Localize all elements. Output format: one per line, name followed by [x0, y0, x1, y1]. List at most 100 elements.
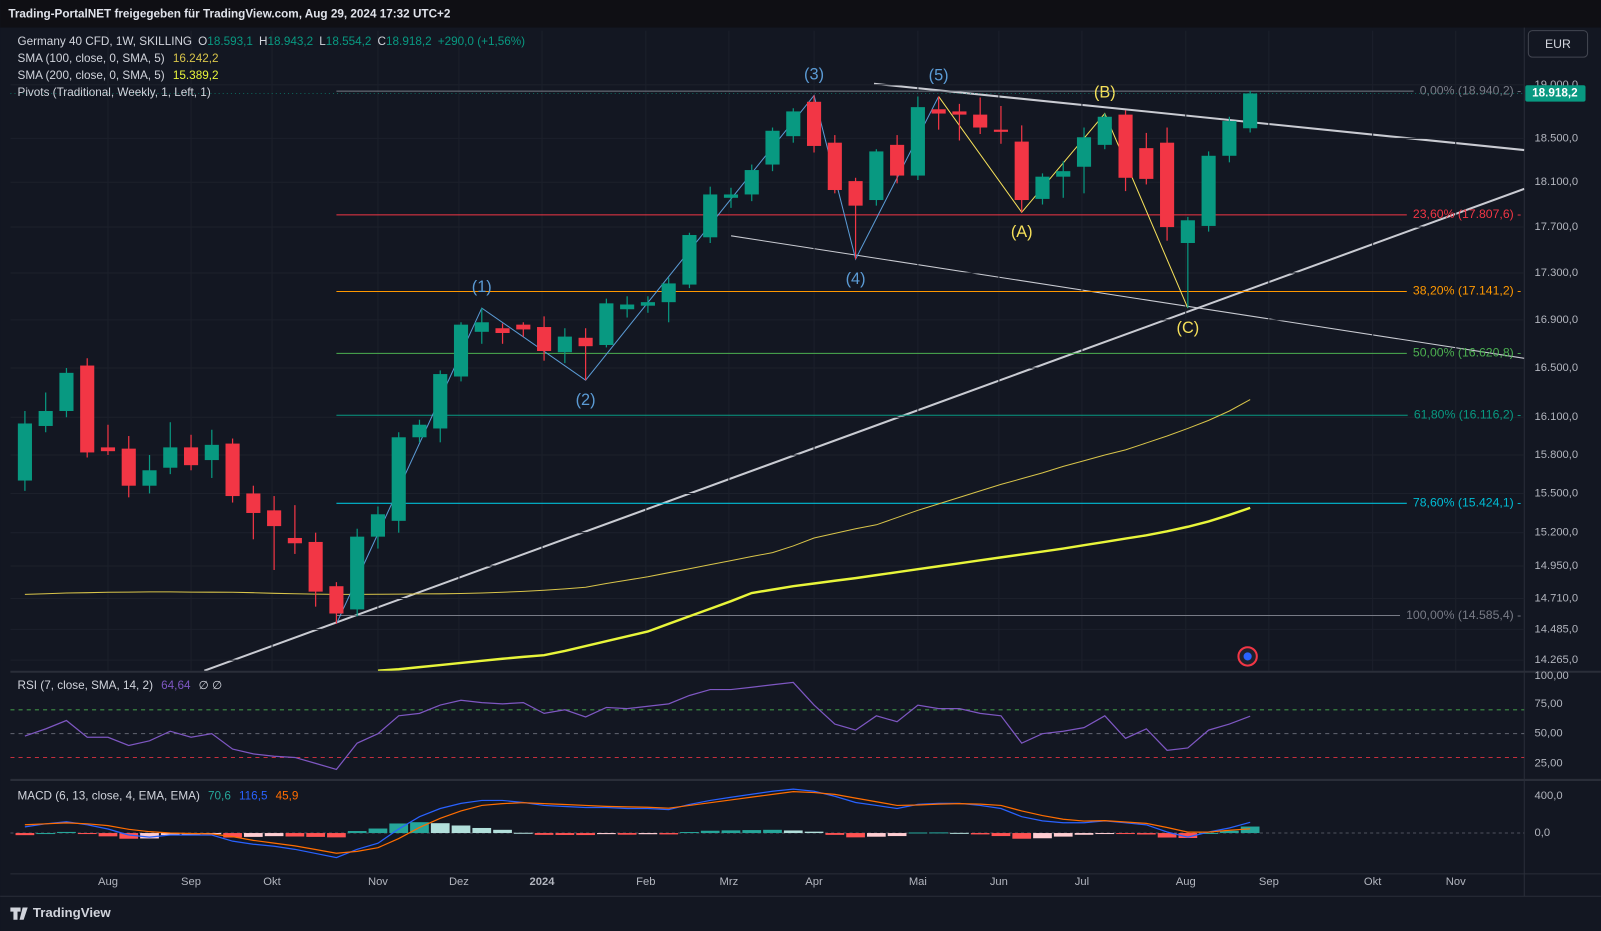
- macd-histogram-bar: [804, 831, 824, 834]
- overlay: 19.000,018.500,018.100,017.700,017.300,0…: [10, 35, 1586, 888]
- x-tick-label: Nov: [1446, 876, 1466, 888]
- candle-body: [1180, 220, 1195, 244]
- legend-part: MACD (6, 13, close, 4, EMA, EMA): [18, 789, 200, 802]
- fib-label: 38,20% (17.141,2) -: [1413, 284, 1521, 298]
- candle-body: [246, 493, 261, 513]
- legend: Germany 40 CFD, 1W, SKILLING O18.593,1 H18…: [18, 35, 526, 48]
- rsi-tick-label: 100,00: [1534, 670, 1568, 682]
- macd-histogram-bar: [1033, 833, 1052, 839]
- macd-histogram-bar: [243, 833, 263, 837]
- x-tick-label: Jul: [1075, 876, 1089, 888]
- candle-body: [516, 324, 531, 330]
- candle-body: [1056, 171, 1071, 177]
- rsi-tick-label: 75,00: [1534, 698, 1562, 710]
- candle-body: [973, 114, 988, 128]
- macd-histogram-bar: [1053, 833, 1073, 837]
- y-tick-label: 16.900,0: [1534, 314, 1578, 326]
- candle-body: [163, 447, 178, 468]
- currency-button[interactable]: [1527, 30, 1589, 58]
- fib-label: 0,00% (18.940,2) -: [1420, 83, 1521, 97]
- candle-body: [204, 444, 219, 461]
- trend-line: [873, 82, 1525, 152]
- x-tick-label: Sep: [181, 876, 201, 888]
- macd-histogram-bar: [721, 830, 741, 834]
- y-tick-label: 17.300,0: [1534, 267, 1578, 279]
- last-price-box: [1525, 85, 1586, 102]
- candle-body: [80, 365, 95, 453]
- macd-histogram-bar: [389, 823, 409, 834]
- macd-histogram-bar: [327, 833, 346, 838]
- candle-body: [474, 322, 489, 332]
- candle-body: [620, 304, 635, 310]
- macd-histogram-bar: [1220, 830, 1239, 834]
- x-tick-label: Mai: [909, 876, 927, 888]
- x-tick-label: Apr: [805, 876, 823, 888]
- wave-label: (4): [846, 270, 866, 288]
- x-tick-label: Feb: [636, 876, 655, 888]
- candle-body: [329, 586, 344, 614]
- candle-body: [433, 374, 448, 429]
- candle-body: [412, 424, 427, 438]
- macd-histogram-bar: [597, 833, 616, 835]
- x-tick-label: Dez: [449, 876, 469, 888]
- candle-body: [1139, 148, 1154, 179]
- legend: SMA (100, close, 0, SMA, 5) 16.242,2: [18, 52, 219, 65]
- candle-body: [786, 111, 801, 137]
- candle-body: [308, 541, 323, 592]
- macd-histogram-bar: [950, 832, 969, 834]
- candle-body: [682, 235, 697, 285]
- currency-label[interactable]: EUR: [1545, 37, 1571, 51]
- candle-body: [640, 302, 655, 306]
- candle-body: [1014, 141, 1029, 201]
- candle-body: [391, 437, 406, 521]
- candle-body: [869, 151, 884, 201]
- rsi-line: [24, 681, 1251, 771]
- legend-part: SMA (100, close, 0, SMA, 5): [18, 52, 165, 65]
- candle-body: [267, 510, 282, 527]
- macd-histogram-bar: [1136, 833, 1156, 835]
- legend-part: 64,64: [161, 679, 191, 692]
- y-tick-label: 16.500,0: [1534, 362, 1578, 374]
- macd-histogram-bar: [1240, 826, 1260, 834]
- x-tick-label: 2024: [530, 876, 556, 888]
- macd-histogram-bar: [617, 833, 637, 835]
- candle-body: [827, 142, 842, 190]
- macd-histogram-bar: [1074, 833, 1094, 835]
- macd-line: [24, 788, 1251, 859]
- candle-body: [121, 448, 136, 486]
- fib-label: 23,60% (17.807,6) -: [1413, 207, 1521, 221]
- macd-histogram-bar: [638, 833, 658, 835]
- macd-histogram-bar: [57, 831, 76, 834]
- macd-histogram-bar: [285, 833, 305, 837]
- candle-body: [557, 336, 572, 353]
- macd-histogram-bar: [783, 830, 803, 834]
- macd-histogram-bar: [1199, 832, 1218, 834]
- fib-label: 100,00% (14.585,4) -: [1406, 608, 1521, 622]
- macd-histogram-bar: [659, 833, 679, 835]
- candle-body: [744, 170, 759, 195]
- y-tick-label: 17.700,0: [1534, 221, 1578, 233]
- legend-part: 18.943,2: [268, 35, 314, 48]
- macd-histogram-bar: [846, 833, 865, 838]
- macd-histogram-bar: [493, 829, 512, 834]
- candle-body: [1222, 121, 1237, 156]
- macd-histogram-bar: [264, 833, 284, 837]
- candle-body: [806, 101, 822, 146]
- wave-label: (C): [1177, 319, 1200, 337]
- main-pane: 0,00% (18.940,2) - 23,60% (17.807,6) - 38,…: [10, 30, 1525, 671]
- macd-histogram-bar: [160, 833, 180, 836]
- macd-histogram-bar: [119, 833, 139, 839]
- legend-part: 15.389,2: [173, 69, 219, 82]
- y-tick-label: 18.100,0: [1534, 176, 1578, 188]
- legend: SMA (200, close, 0, SMA, 5) 15.389,2: [18, 69, 219, 82]
- candle-body: [183, 447, 199, 466]
- y-tick-label: 14.950,0: [1534, 560, 1578, 572]
- header-bar: [0, 0, 1601, 28]
- legend-part: ∅ ∅: [199, 679, 223, 692]
- legend-part: L: [319, 35, 326, 48]
- macd-histogram-bar: [223, 833, 242, 838]
- sma-line: [24, 399, 1251, 595]
- macd-histogram-bar: [1012, 833, 1032, 839]
- y-tick-label: 18.500,0: [1534, 132, 1578, 144]
